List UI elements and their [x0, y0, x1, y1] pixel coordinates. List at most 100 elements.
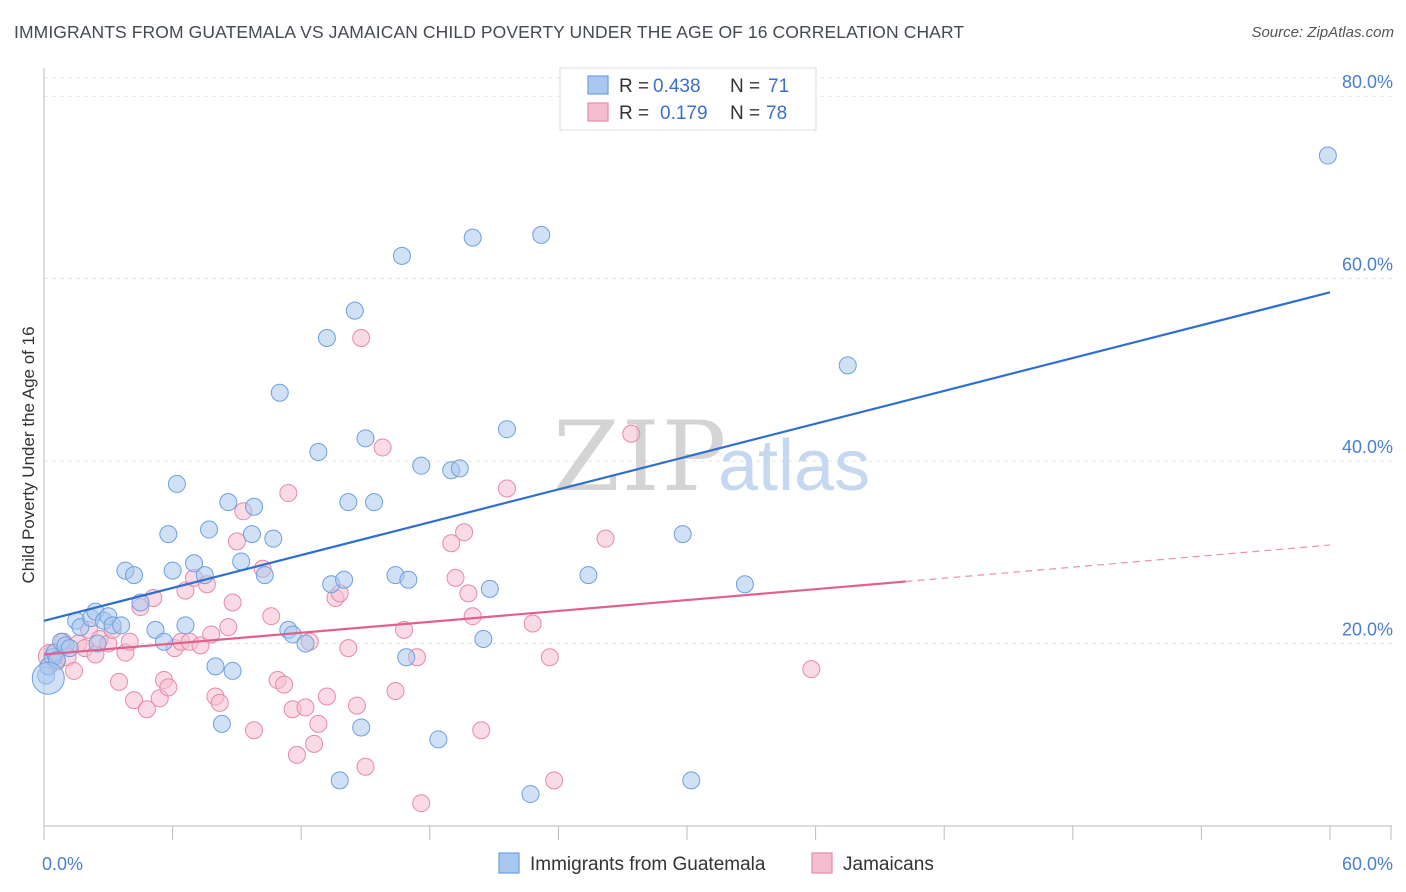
data-point [735, 575, 754, 594]
data-point [163, 561, 182, 580]
data-point [305, 734, 324, 753]
bottom-legend-label-jamaicans: Jamaicans [843, 854, 934, 875]
data-point [88, 634, 107, 653]
legend-swatch-guatemala [587, 75, 609, 95]
y-tick-label: 80.0% [1342, 72, 1393, 92]
data-point [412, 794, 431, 813]
data-point [176, 616, 195, 635]
data-point [450, 459, 469, 478]
data-point [392, 246, 411, 265]
data-point [412, 456, 431, 475]
watermark: ZIP atlas [553, 401, 870, 513]
data-point [309, 714, 328, 733]
legend-r-label-2: R = [619, 103, 649, 124]
chart-source: Source: ZipAtlas.com [1251, 24, 1394, 41]
data-point [219, 618, 238, 637]
bottom-legend-swatch-guatemala [498, 852, 520, 874]
data-point [227, 532, 246, 551]
data-point [219, 493, 238, 512]
data-point [497, 479, 516, 498]
data-point [317, 328, 336, 347]
data-point [446, 568, 465, 587]
data-point [185, 554, 204, 573]
data-point [345, 301, 364, 320]
data-point [682, 771, 701, 790]
data-point [523, 614, 542, 633]
data-point [155, 632, 174, 651]
data-point [335, 570, 354, 589]
data-point [245, 497, 264, 516]
data-point [459, 584, 478, 603]
data-point [112, 616, 131, 635]
legend-r-value-2: 0.179 [660, 103, 708, 124]
data-point [463, 228, 482, 247]
data-point [579, 566, 598, 585]
legend-n-value-1: 71 [768, 76, 789, 97]
data-point [223, 661, 242, 680]
data-point [245, 721, 264, 740]
data-point [279, 484, 298, 503]
trend-line-guatemala [43, 291, 1331, 622]
y-tick-label: 40.0% [1342, 437, 1393, 457]
axis-layer: 0.0% 60.0% [42, 68, 1393, 874]
bottom-legend-swatch-jamaicans [811, 852, 833, 874]
data-point [296, 698, 315, 717]
y-axis-label: Child Poverty Under the Age of 16 [19, 326, 38, 583]
data-point [125, 691, 144, 710]
data-point [802, 660, 821, 679]
data-point [474, 630, 493, 648]
data-point [255, 566, 274, 585]
data-point [223, 593, 242, 612]
data-point [159, 678, 178, 697]
legend-r-label-1: R = [619, 76, 649, 97]
y-tick-label: 60.0% [1342, 255, 1393, 275]
data-point [65, 661, 84, 680]
data-point [472, 721, 491, 740]
trend-layer [43, 291, 1331, 656]
data-point [339, 639, 358, 658]
data-point [399, 570, 418, 589]
legend-n-label-1: N = [730, 76, 760, 97]
watermark-zip: ZIP [553, 401, 728, 513]
data-point [296, 634, 315, 653]
data-point [309, 443, 328, 461]
data-point [137, 700, 156, 719]
data-point [356, 757, 375, 776]
data-point [339, 493, 358, 512]
x-tick-label: 0.0% [42, 854, 83, 874]
data-point [397, 648, 416, 667]
y-tick-label: 20.0% [1342, 620, 1393, 640]
data-point [125, 566, 144, 585]
data-point [463, 607, 482, 626]
data-point [347, 696, 366, 715]
data-point [212, 714, 231, 733]
data-point [242, 525, 261, 544]
data-point [497, 420, 516, 439]
data-point [455, 523, 474, 542]
data-point-cluster [31, 661, 65, 695]
trend-line-jamaicans [43, 580, 906, 656]
data-point [264, 529, 283, 548]
data-point [159, 525, 178, 544]
legend: R = 0.438 N = 71 R = 0.179 N = 78 [559, 67, 817, 131]
data-point [442, 534, 461, 553]
trend-line-jamaicans-extension [905, 544, 1331, 583]
legend-swatch-jamaicans [587, 102, 609, 122]
data-point [1318, 146, 1337, 165]
data-point [373, 438, 392, 457]
data-point [232, 552, 251, 571]
data-point [596, 529, 615, 548]
data-point [330, 771, 349, 790]
data-point [356, 429, 375, 448]
legend-n-label-2: N = [730, 103, 760, 124]
data-point [429, 730, 448, 749]
data-point [206, 657, 225, 676]
data-point [200, 520, 219, 539]
data-point [352, 328, 371, 347]
data-point [540, 648, 559, 667]
data-point [275, 675, 294, 694]
data-point [352, 718, 371, 737]
data-point [673, 525, 692, 544]
watermark-atlas: atlas [718, 426, 870, 506]
